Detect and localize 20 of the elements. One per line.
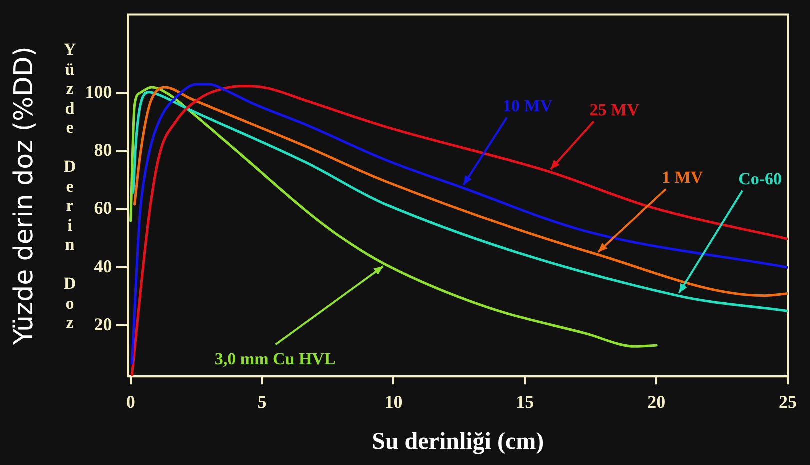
x-tick-label: 20 [648, 392, 666, 412]
x-axis-title: Su derinliği (cm) [372, 428, 544, 455]
x-tick-label: 10 [384, 392, 403, 412]
text: Yüzde Derin Doz [64, 40, 76, 332]
y-tick-label: 60 [94, 198, 112, 218]
y-tick-label: 40 [94, 256, 112, 276]
text: 3,0 mm Cu HVL [214, 350, 336, 369]
y-tick-label: 100 [85, 82, 112, 102]
text: 10 MV [503, 96, 554, 116]
x-tick-label: 15 [516, 392, 534, 412]
x-tick-label: 25 [779, 392, 797, 412]
x-tick-label: 5 [258, 392, 267, 412]
y-tick-label: 80 [94, 140, 112, 160]
text: 1 MV [662, 168, 704, 188]
x-tick-label: 0 [126, 392, 136, 412]
y-tick-label: 20 [94, 314, 112, 334]
text: 25 MV [590, 100, 640, 120]
line-series [130, 86, 658, 348]
text: Co-60 [738, 170, 782, 189]
y-axis-title: Yüzde derin doz (%DD) [9, 46, 40, 346]
